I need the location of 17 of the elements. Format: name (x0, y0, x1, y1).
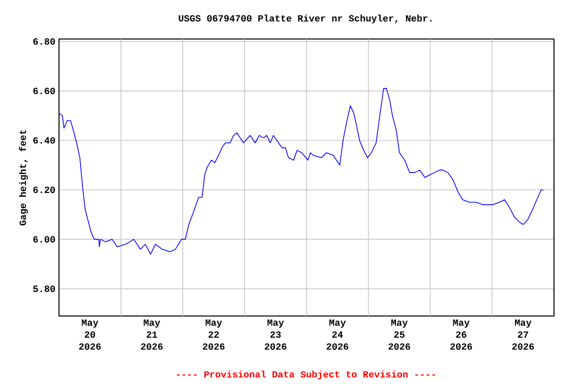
y-tick-label: 6.20 (33, 186, 55, 194)
x-tick-label: May 23 2026 (264, 320, 286, 350)
x-tick-label: May 26 2026 (450, 320, 472, 350)
y-tick-label: 6.40 (33, 137, 55, 144)
y-tick-label: 6.80 (33, 38, 55, 45)
x-tick-label: May 21 2026 (141, 320, 163, 350)
x-tick-label: May 27 2026 (512, 320, 534, 350)
x-tick-label: May 25 2026 (388, 320, 410, 350)
y-tick-label: 6.60 (33, 88, 55, 94)
y-tick-label: 6.00 (33, 236, 55, 243)
y-tick-label: 5.80 (33, 286, 55, 292)
chart-title: USGS 06794700 Platte River nr Schuyler, Nebr. (178, 14, 432, 24)
x-tick-label: May 24 2026 (326, 320, 348, 350)
x-tick-label: May 22 2026 (202, 320, 225, 350)
y-axis-title: Gage height, feet (18, 130, 28, 226)
text: ---- Provisional Data Subject to Revision ---- (176, 370, 436, 380)
x-tick-label: May 20 2026 (79, 320, 101, 350)
